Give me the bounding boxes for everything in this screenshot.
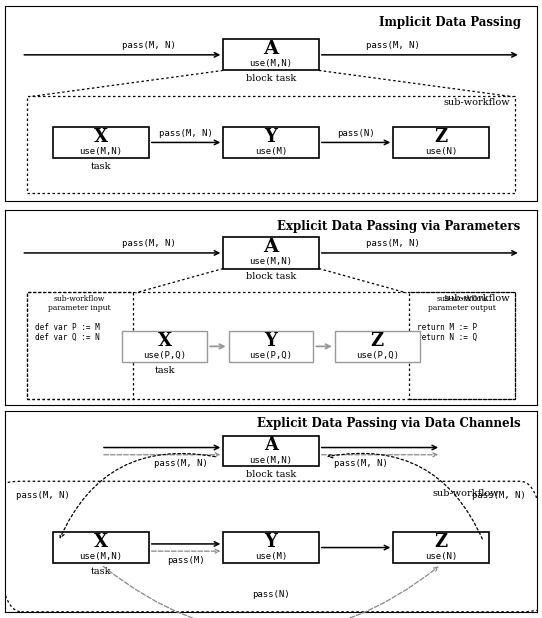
Text: Explicit Data Passing via Parameters: Explicit Data Passing via Parameters [278,220,521,233]
FancyBboxPatch shape [335,331,420,362]
Text: Implicit Data Passing: Implicit Data Passing [379,16,521,29]
FancyBboxPatch shape [229,331,313,362]
Text: task: task [91,567,111,575]
Text: pass(N): pass(N) [252,590,290,599]
Bar [409,292,515,399]
Text: use(M,N): use(M,N) [80,146,122,156]
Text: sub-workflow
parameter output: sub-workflow parameter output [428,295,496,312]
FancyBboxPatch shape [223,533,319,562]
Text: pass(M, N): pass(M, N) [366,239,420,248]
Bar [27,292,515,399]
Text: block task: block task [246,74,296,83]
Text: pass(M, N): pass(M, N) [334,459,388,468]
Text: Z: Z [434,127,448,146]
FancyBboxPatch shape [223,436,319,466]
FancyBboxPatch shape [223,127,319,158]
Text: Y: Y [264,331,278,350]
Text: Y: Y [264,127,278,146]
Text: pass(M, N): pass(M, N) [122,239,176,248]
Text: use(M,N): use(M,N) [249,257,293,266]
Text: Y: Y [264,533,278,551]
FancyBboxPatch shape [393,127,489,158]
Text: sub-workflow: sub-workflow [443,294,510,303]
Text: use(M): use(M) [255,146,287,156]
Text: task: task [154,366,175,375]
Text: task: task [91,162,111,171]
Text: sub-workflow: sub-workflow [443,98,510,107]
Text: X: X [94,533,108,551]
Text: use(M,N): use(M,N) [249,59,293,68]
Text: use(M,N): use(M,N) [80,552,122,561]
FancyBboxPatch shape [122,331,207,362]
Text: A: A [264,436,278,454]
Text: A: A [263,40,279,58]
FancyBboxPatch shape [223,40,319,70]
Text: use(M,N): use(M,N) [249,455,293,465]
Text: use(P,Q): use(P,Q) [356,350,399,360]
Text: pass(M, N): pass(M, N) [122,41,176,50]
Text: use(P,Q): use(P,Q) [249,350,293,360]
Text: Explicit Data Passing via Data Channels: Explicit Data Passing via Data Channels [257,417,521,430]
Text: pass(M, N): pass(M, N) [366,41,420,50]
Bar [27,96,515,193]
Text: use(M): use(M) [255,552,287,561]
Bar [27,292,133,399]
Text: use(N): use(N) [425,552,457,561]
Text: pass(N): pass(N) [337,129,375,138]
Text: pass(M, N): pass(M, N) [16,491,70,500]
Text: use(P,Q): use(P,Q) [143,350,186,360]
Text: X: X [94,127,108,146]
Text: sub-workflow: sub-workflow [433,489,499,498]
FancyBboxPatch shape [393,533,489,562]
Text: Z: Z [434,533,448,551]
Text: X: X [158,331,172,350]
Text: A: A [263,238,279,256]
Text: sub-workflow
parameter input: sub-workflow parameter input [48,295,111,312]
Text: block task: block task [246,470,296,479]
FancyBboxPatch shape [53,533,149,562]
Text: block task: block task [246,273,296,281]
Text: def var P := M
def var Q := N: def var P := M def var Q := N [35,323,99,342]
FancyBboxPatch shape [53,127,149,158]
Text: pass(M, N): pass(M, N) [159,129,213,138]
Text: return M := P
return N := Q: return M := P return N := Q [417,323,477,342]
Text: Z: Z [371,331,384,350]
Text: use(N): use(N) [425,146,457,156]
Text: pass(M, N): pass(M, N) [472,491,526,500]
Text: pass(M): pass(M) [167,556,205,565]
Text: pass(M, N): pass(M, N) [154,459,208,468]
FancyBboxPatch shape [223,237,319,268]
